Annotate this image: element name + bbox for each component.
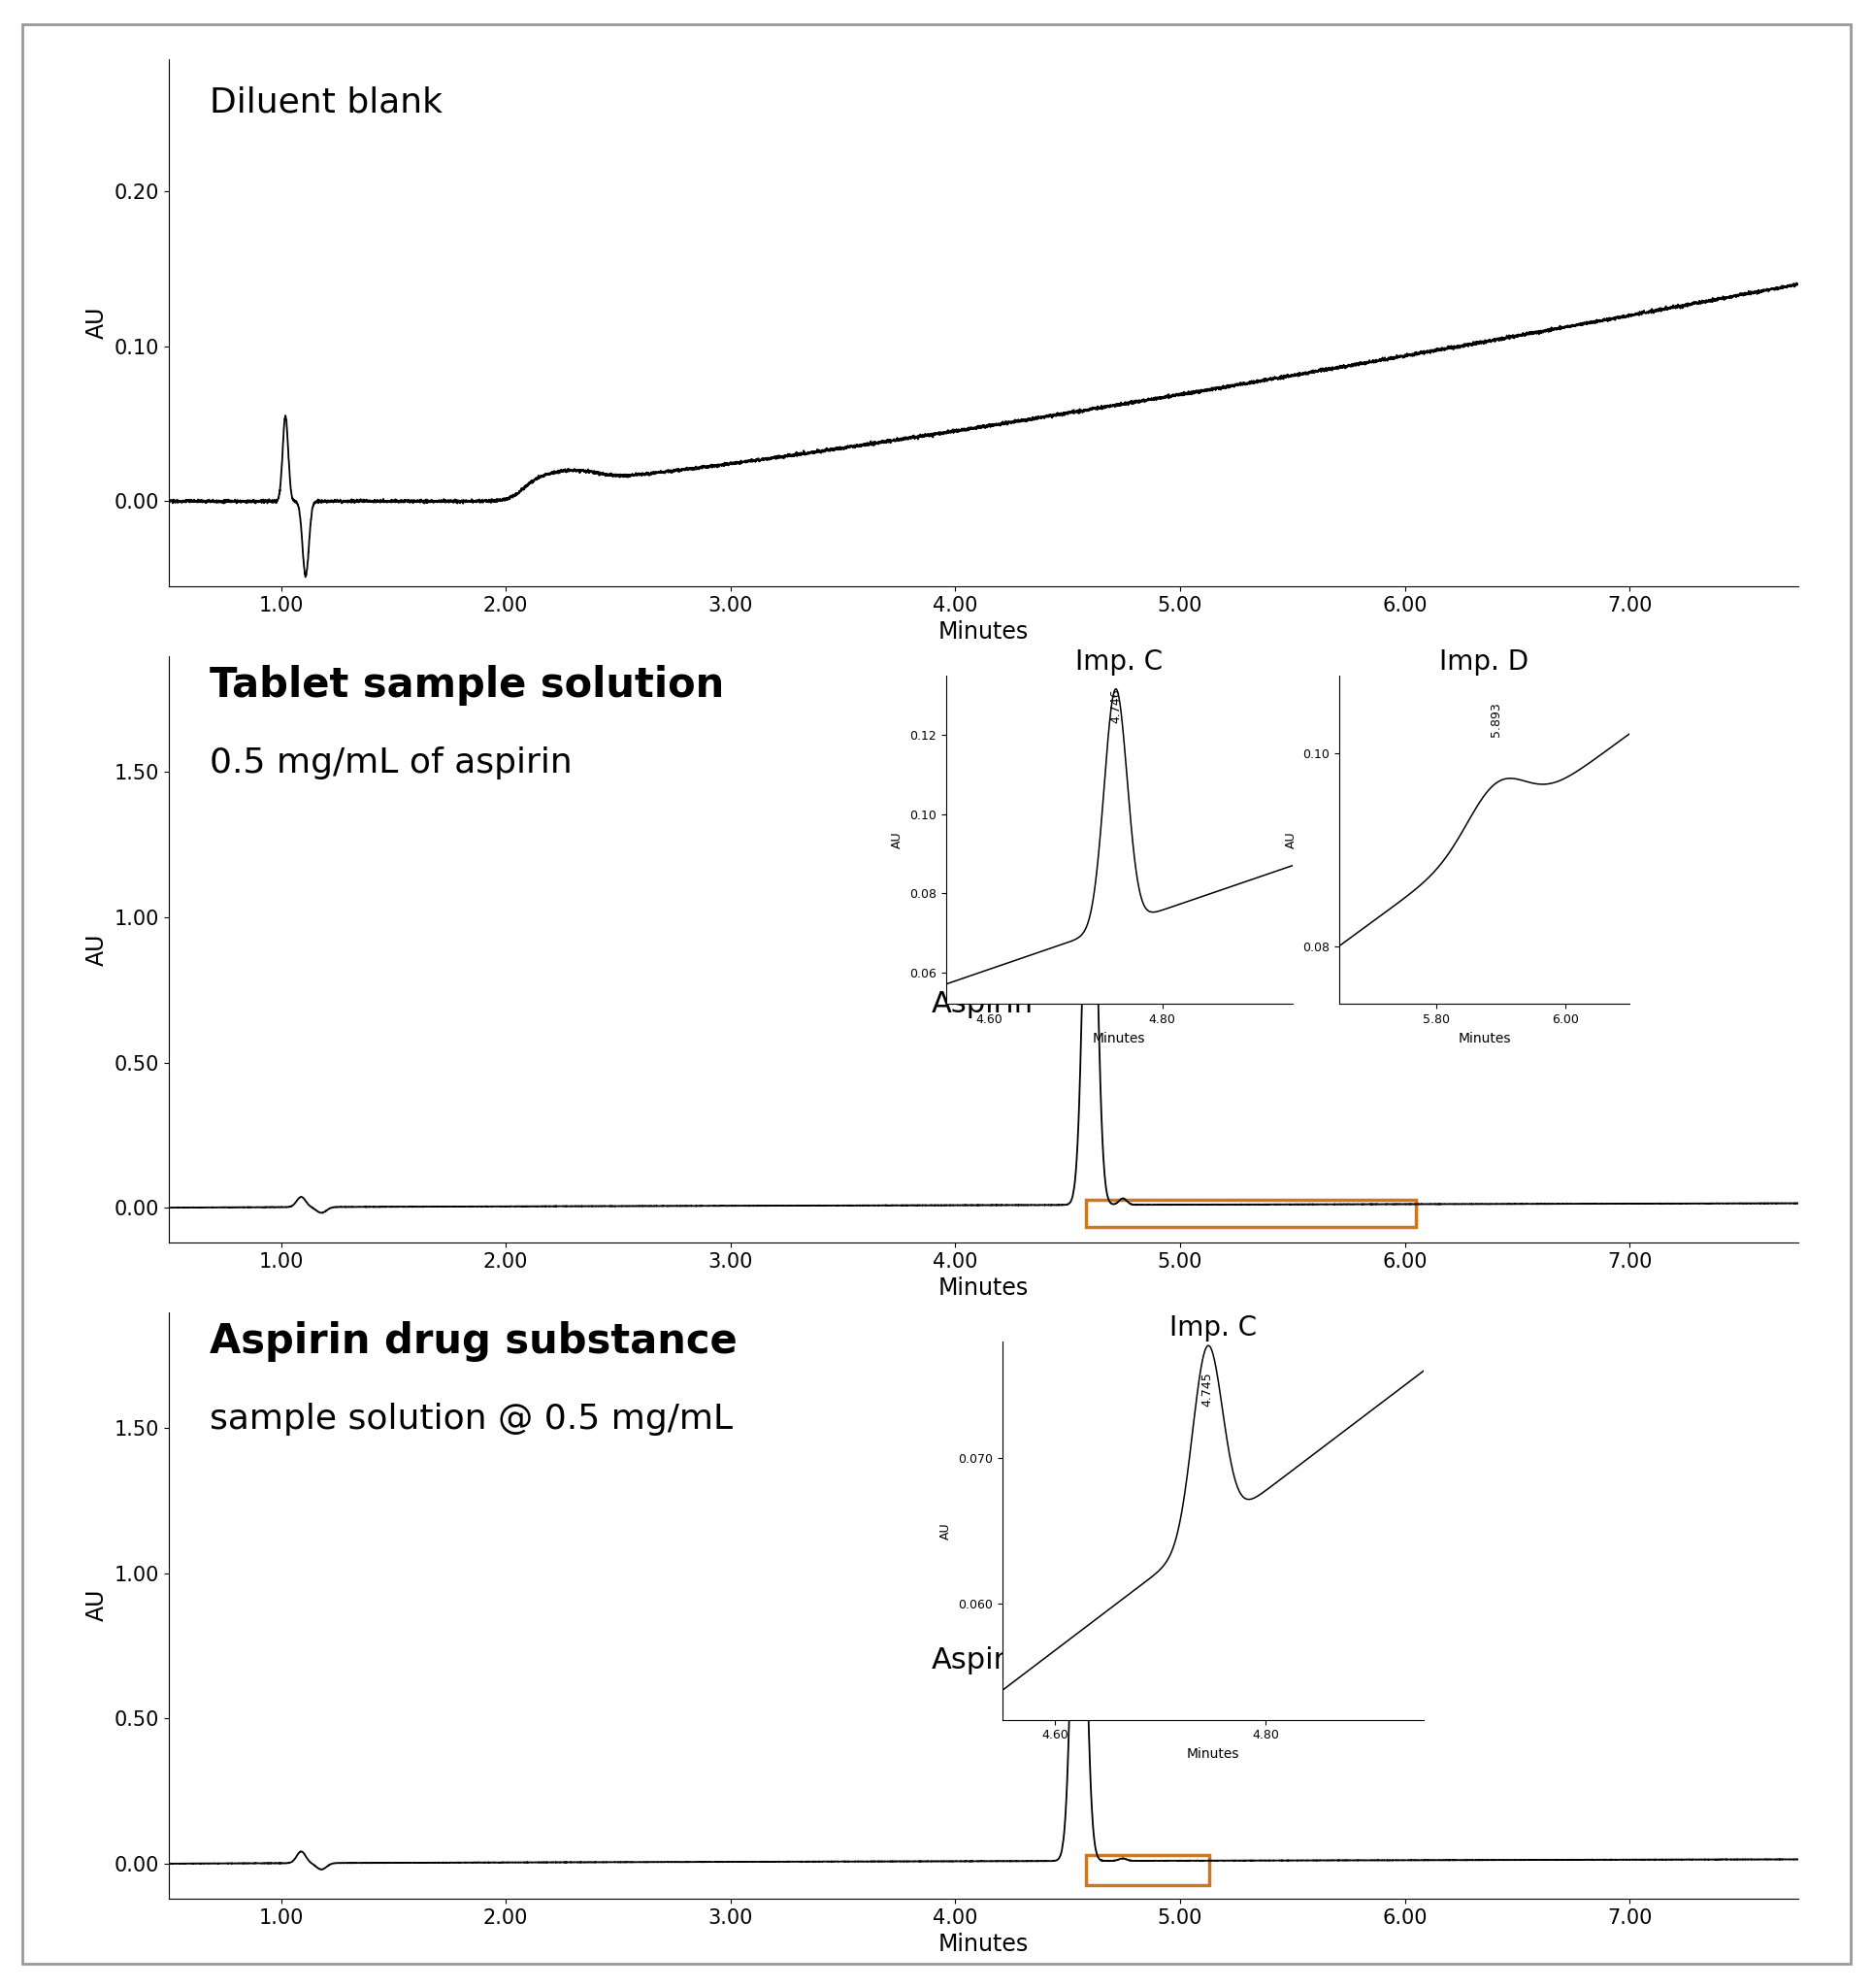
Y-axis label: AU: AU — [86, 306, 109, 340]
Bar — [1086, 1855, 1210, 1885]
X-axis label: Minutes: Minutes — [938, 620, 1028, 644]
X-axis label: Minutes: Minutes — [1092, 1032, 1146, 1046]
Text: Aspirin: Aspirin — [933, 1646, 1034, 1674]
Text: sample solution @ 0.5 mg/mL: sample solution @ 0.5 mg/mL — [210, 1404, 732, 1435]
Text: Diluent blank: Diluent blank — [210, 85, 442, 119]
Y-axis label: AU: AU — [86, 1588, 109, 1622]
Text: Tablet sample solution: Tablet sample solution — [210, 664, 723, 706]
Y-axis label: AU: AU — [1285, 831, 1298, 849]
Y-axis label: AU: AU — [86, 932, 109, 966]
Text: 4.745: 4.745 — [1201, 1372, 1214, 1408]
Title: Imp. D: Imp. D — [1440, 648, 1528, 676]
Title: Imp. C: Imp. C — [1169, 1314, 1257, 1342]
Text: Aspirin drug substance: Aspirin drug substance — [210, 1320, 736, 1362]
Y-axis label: AU: AU — [892, 831, 905, 849]
Y-axis label: AU: AU — [940, 1523, 951, 1539]
Bar — [1086, 1201, 1416, 1227]
Title: Imp. C: Imp. C — [1075, 648, 1163, 676]
Text: 5.893: 5.893 — [1489, 702, 1502, 738]
Text: 4.746: 4.746 — [1109, 690, 1122, 724]
X-axis label: Minutes: Minutes — [938, 1276, 1028, 1300]
Text: Aspirin: Aspirin — [933, 990, 1034, 1018]
X-axis label: Minutes: Minutes — [1457, 1032, 1512, 1046]
Text: 0.5 mg/mL of aspirin: 0.5 mg/mL of aspirin — [210, 747, 571, 779]
X-axis label: Minutes: Minutes — [1186, 1747, 1240, 1761]
X-axis label: Minutes: Minutes — [938, 1932, 1028, 1956]
